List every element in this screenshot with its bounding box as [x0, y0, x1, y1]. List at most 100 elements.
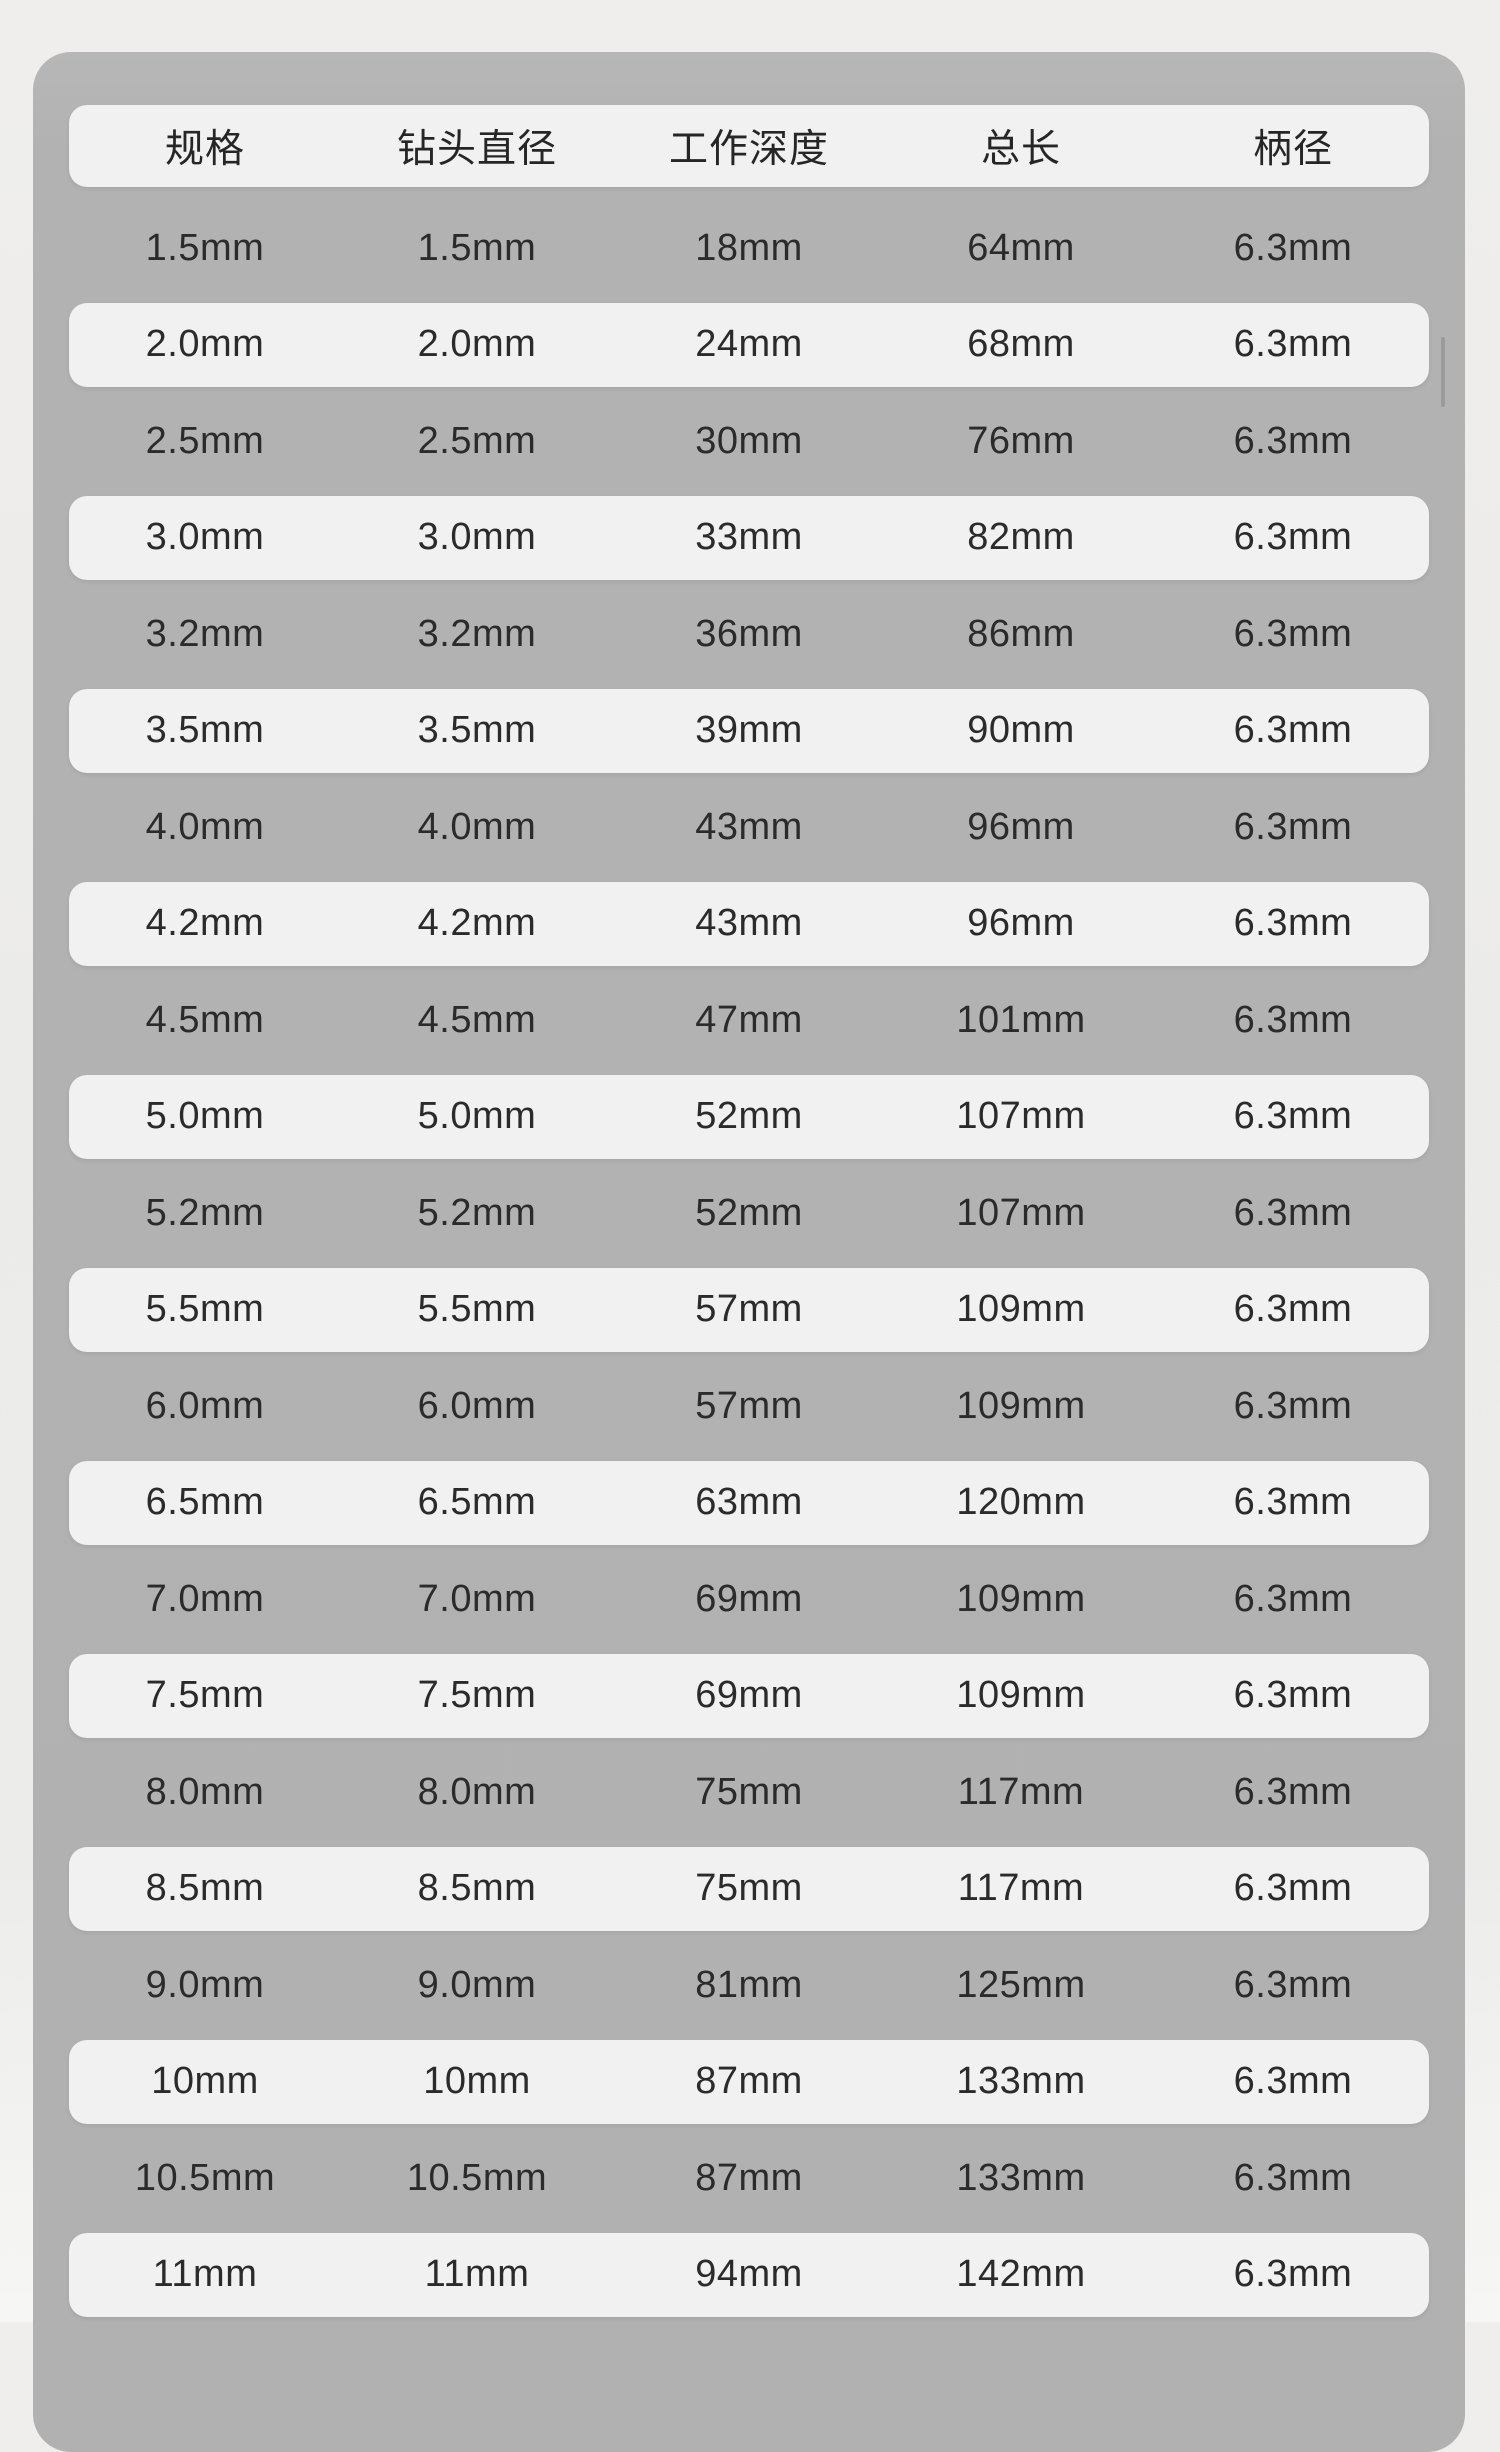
cell-diameter: 2.5mm	[417, 419, 537, 462]
cell-shank-diameter: 6.3mm	[1233, 1963, 1353, 2006]
table-row: 1.5mm 1.5mm 18mm 64mm 6.3mm	[69, 200, 1429, 297]
cell-shank-diameter: 6.3mm	[1233, 1867, 1353, 1910]
cell-shank-diameter: 6.3mm	[1233, 709, 1353, 752]
cell-spec: 10mm	[151, 2060, 259, 2103]
cell-diameter: 4.2mm	[417, 902, 537, 945]
cell-work-depth: 52mm	[695, 1191, 803, 1234]
header-cell-spec: 规格	[164, 128, 245, 171]
cell-shank-diameter: 6.3mm	[1233, 1288, 1353, 1331]
cell-work-depth: 30mm	[695, 419, 803, 462]
cell-work-depth: 94mm	[695, 2253, 803, 2296]
cell-diameter: 9.0mm	[417, 1963, 537, 2006]
table-row: 4.5mm 4.5mm 47mm 101mm 6.3mm	[69, 972, 1429, 1069]
header-cell-work-depth: 工作深度	[668, 128, 829, 171]
cell-spec: 7.0mm	[145, 1577, 265, 1620]
cell-shank-diameter: 6.3mm	[1233, 2156, 1353, 2199]
cell-total-length: 142mm	[956, 2253, 1086, 2296]
cell-shank-diameter: 6.3mm	[1233, 323, 1353, 366]
cell-total-length: 90mm	[967, 709, 1075, 752]
cell-diameter: 4.0mm	[417, 805, 537, 848]
cell-total-length: 117mm	[957, 1770, 1085, 1813]
cell-total-length: 133mm	[956, 2060, 1086, 2103]
cell-diameter: 10mm	[423, 2060, 531, 2103]
cell-work-depth: 57mm	[695, 1384, 803, 1427]
cell-shank-diameter: 6.3mm	[1233, 516, 1353, 559]
scrollbar-thumb[interactable]	[1441, 337, 1445, 407]
cell-work-depth: 63mm	[695, 1481, 803, 1524]
cell-work-depth: 36mm	[695, 612, 803, 655]
cell-work-depth: 87mm	[695, 2060, 803, 2103]
table-row: 8.5mm 8.5mm 75mm 117mm 6.3mm	[69, 1846, 1429, 1931]
cell-spec: 3.2mm	[145, 612, 265, 655]
cell-work-depth: 87mm	[695, 2156, 803, 2199]
cell-spec: 6.0mm	[145, 1384, 265, 1427]
cell-diameter: 5.2mm	[417, 1191, 537, 1234]
table-row: 11mm 11mm 94mm 142mm 6.3mm	[69, 2232, 1429, 2317]
cell-spec: 3.5mm	[145, 709, 265, 752]
cell-diameter: 4.5mm	[417, 998, 537, 1041]
cell-shank-diameter: 6.3mm	[1233, 2060, 1353, 2103]
cell-spec: 4.5mm	[145, 998, 265, 1041]
table-row: 7.0mm 7.0mm 69mm 109mm 6.3mm	[69, 1551, 1429, 1648]
cell-spec: 8.0mm	[145, 1770, 265, 1813]
cell-shank-diameter: 6.3mm	[1233, 998, 1353, 1041]
table-row: 7.5mm 7.5mm 69mm 109mm 6.3mm	[69, 1653, 1429, 1738]
cell-spec: 2.5mm	[145, 419, 265, 462]
table-body: 1.5mm 1.5mm 18mm 64mm 6.3mm 2.0mm 2.0mm 24mm 68m…	[69, 200, 1429, 2317]
table-row: 4.2mm 4.2mm 43mm 96mm 6.3mm	[69, 881, 1429, 966]
cell-total-length: 64mm	[967, 226, 1075, 269]
cell-spec: 3.0mm	[145, 516, 265, 559]
cell-work-depth: 75mm	[695, 1770, 803, 1813]
cell-diameter: 11mm	[424, 2253, 530, 2296]
cell-work-depth: 69mm	[695, 1577, 803, 1620]
cell-spec: 5.2mm	[145, 1191, 265, 1234]
cell-diameter: 2.0mm	[417, 323, 537, 366]
cell-shank-diameter: 6.3mm	[1233, 805, 1353, 848]
cell-total-length: 107mm	[956, 1095, 1086, 1138]
cell-total-length: 96mm	[967, 902, 1075, 945]
cell-work-depth: 43mm	[695, 902, 803, 945]
cell-diameter: 5.0mm	[417, 1095, 537, 1138]
table-row: 3.0mm 3.0mm 33mm 82mm 6.3mm	[69, 495, 1429, 580]
cell-shank-diameter: 6.3mm	[1233, 1095, 1353, 1138]
table-row: 10mm 10mm 87mm 133mm 6.3mm	[69, 2039, 1429, 2124]
table-row: 5.5mm 5.5mm 57mm 109mm 6.3mm	[69, 1267, 1429, 1352]
cell-shank-diameter: 6.3mm	[1233, 902, 1353, 945]
cell-spec: 8.5mm	[145, 1867, 265, 1910]
cell-work-depth: 33mm	[695, 516, 803, 559]
cell-shank-diameter: 6.3mm	[1233, 1770, 1353, 1813]
cell-shank-diameter: 6.3mm	[1233, 1674, 1353, 1717]
cell-diameter: 7.5mm	[417, 1674, 537, 1717]
table-row: 2.0mm 2.0mm 24mm 68mm 6.3mm	[69, 302, 1429, 387]
cell-shank-diameter: 6.3mm	[1233, 1384, 1353, 1427]
cell-total-length: 86mm	[967, 612, 1075, 655]
cell-total-length: 125mm	[956, 1963, 1086, 2006]
cell-spec: 7.5mm	[145, 1674, 265, 1717]
cell-total-length: 120mm	[956, 1481, 1086, 1524]
cell-diameter: 3.2mm	[417, 612, 537, 655]
cell-work-depth: 69mm	[695, 1674, 803, 1717]
table-row: 9.0mm 9.0mm 81mm 125mm 6.3mm	[69, 1937, 1429, 2034]
table-row: 5.0mm 5.0mm 52mm 107mm 6.3mm	[69, 1074, 1429, 1159]
table-row: 5.2mm 5.2mm 52mm 107mm 6.3mm	[69, 1165, 1429, 1262]
header-cell-diameter: 钻头直径	[396, 128, 557, 171]
cell-spec: 4.2mm	[145, 902, 265, 945]
cell-diameter: 7.0mm	[417, 1577, 537, 1620]
table-row: 3.5mm 3.5mm 39mm 90mm 6.3mm	[69, 688, 1429, 773]
cell-total-length: 68mm	[967, 323, 1075, 366]
cell-total-length: 117mm	[957, 1867, 1085, 1910]
cell-diameter: 6.5mm	[417, 1481, 537, 1524]
cell-shank-diameter: 6.3mm	[1233, 1577, 1353, 1620]
header-cell-total-length: 总长	[980, 128, 1061, 171]
cell-diameter: 5.5mm	[417, 1288, 537, 1331]
table-header-row: 规格 钻头直径 工作深度 总长 柄径	[69, 105, 1429, 187]
cell-diameter: 3.5mm	[417, 709, 537, 752]
cell-spec: 9.0mm	[145, 1963, 265, 2006]
cell-work-depth: 18mm	[695, 226, 803, 269]
cell-shank-diameter: 6.3mm	[1233, 1191, 1353, 1234]
table-row: 3.2mm 3.2mm 36mm 86mm 6.3mm	[69, 586, 1429, 683]
cell-work-depth: 75mm	[695, 1867, 803, 1910]
cell-total-length: 101mm	[956, 998, 1086, 1041]
cell-shank-diameter: 6.3mm	[1233, 612, 1353, 655]
